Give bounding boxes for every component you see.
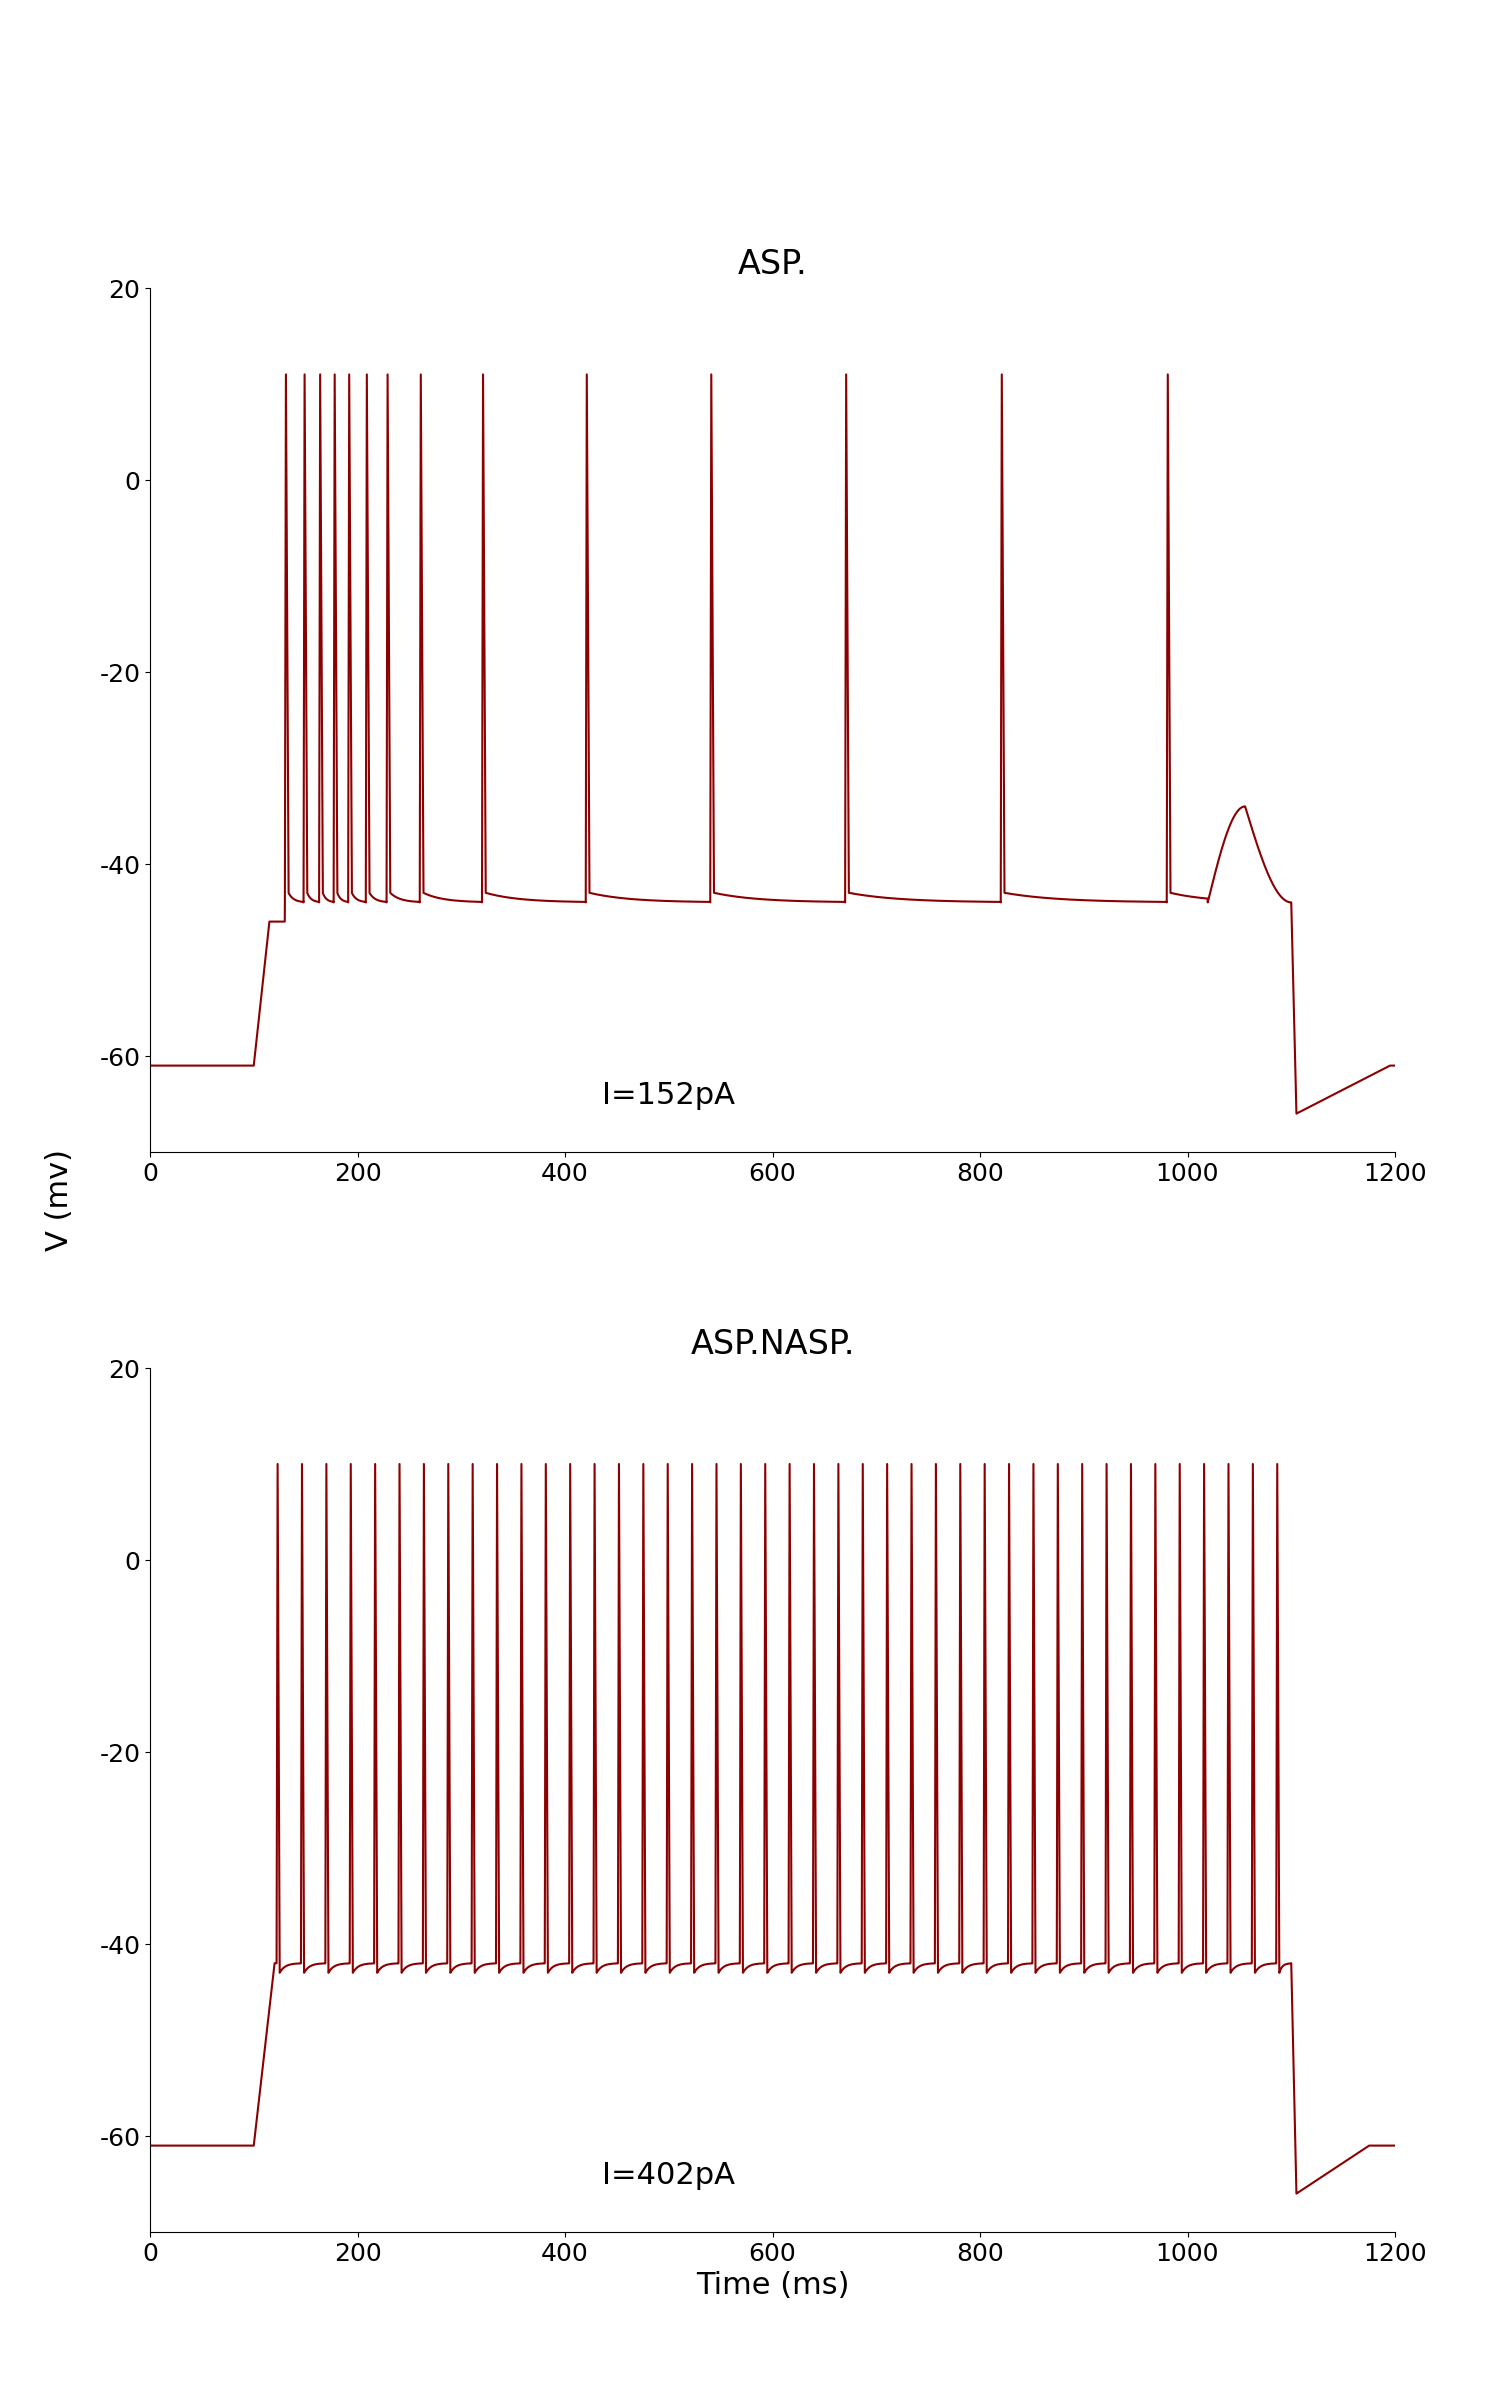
Text: V (mv): V (mv) — [45, 1150, 74, 1250]
Title: ASP.NASP.: ASP.NASP. — [690, 1327, 855, 1361]
Title: ASP.: ASP. — [738, 247, 807, 281]
Text: I=152pA: I=152pA — [602, 1080, 735, 1109]
Text: I=402pA: I=402pA — [602, 2160, 735, 2191]
X-axis label: Time (ms): Time (ms) — [696, 2270, 849, 2299]
